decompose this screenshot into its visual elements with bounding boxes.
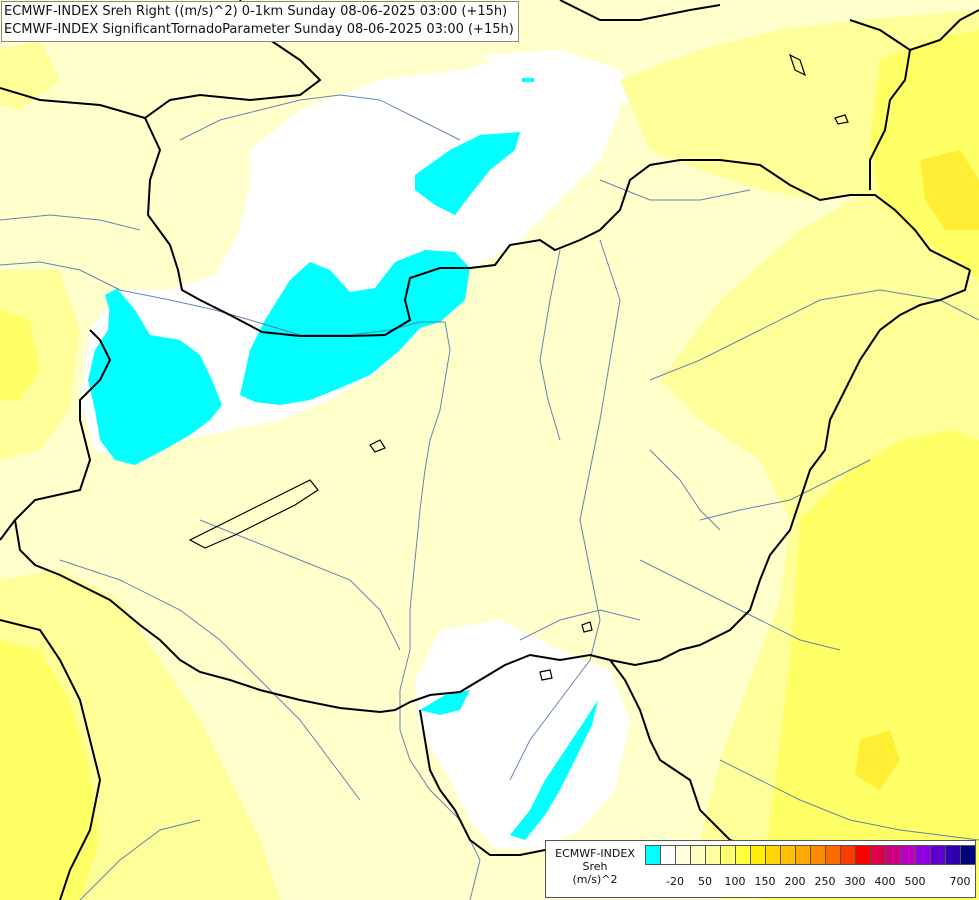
legend-swatch bbox=[675, 845, 691, 865]
legend-tick-label: 250 bbox=[814, 875, 836, 888]
gold-zone-west bbox=[0, 310, 40, 400]
legend-swatch bbox=[930, 845, 946, 865]
legend-tick-label: 400 bbox=[874, 875, 896, 888]
legend-swatch bbox=[945, 845, 961, 865]
lake-small-1 bbox=[369, 439, 386, 453]
legend-tick-label: 150 bbox=[754, 875, 776, 888]
cyan-zone-south bbox=[510, 700, 598, 840]
legend-swatch bbox=[765, 845, 781, 865]
legend-line3: (m/s)^2 bbox=[572, 873, 618, 886]
legend-line1: ECMWF-INDEX bbox=[555, 847, 635, 860]
legend-swatch bbox=[645, 845, 661, 865]
cyan-zone-west bbox=[88, 292, 222, 465]
cyan-zone-small-west bbox=[105, 288, 122, 312]
lakes bbox=[188, 53, 849, 681]
legend-swatch bbox=[780, 845, 796, 865]
gold-zone-east bbox=[760, 430, 979, 900]
lake-small-2 bbox=[788, 53, 807, 77]
legend-swatch bbox=[870, 845, 886, 865]
lake-small-5 bbox=[581, 621, 593, 633]
legend-line2: Sreh bbox=[582, 860, 608, 873]
legend-tick-label: 200 bbox=[784, 875, 806, 888]
cyan-zone-southwest bbox=[420, 690, 470, 715]
cyan-zone-center bbox=[240, 250, 470, 405]
map-title-box: ECMWF-INDEX Sreh Right ((m/s)^2) 0-1km S… bbox=[1, 1, 519, 42]
legend-swatch bbox=[735, 845, 751, 865]
legend-ticks: -20 50 100 150 200 250 300 400 500 700 bbox=[645, 875, 975, 889]
legend-tick-label: 500 bbox=[904, 875, 926, 888]
legend-swatch bbox=[795, 845, 811, 865]
legend-title: ECMWF-INDEX Sreh (m/s)^2 bbox=[550, 847, 640, 886]
legend-swatch bbox=[720, 845, 736, 865]
legend-tick-label: 300 bbox=[844, 875, 866, 888]
legend-swatch bbox=[900, 845, 916, 865]
legend-swatch bbox=[690, 845, 706, 865]
color-legend: ECMWF-INDEX Sreh (m/s)^2 -20 50 100 150 200 2… bbox=[545, 840, 976, 898]
cyan-zone-north bbox=[415, 132, 520, 215]
legend-tick-label: 700 bbox=[949, 875, 971, 888]
legend-swatch bbox=[855, 845, 871, 865]
legend-swatch bbox=[660, 845, 676, 865]
gold-spot-ne bbox=[920, 150, 979, 230]
white-zone-top bbox=[480, 50, 640, 110]
legend-tick-label: -20 bbox=[666, 875, 684, 888]
lake-small-4 bbox=[539, 669, 553, 681]
map-title-line1: ECMWF-INDEX Sreh Right ((m/s)^2) 0-1km S… bbox=[4, 4, 508, 19]
rivers bbox=[0, 94, 979, 900]
legend-tick-label: 50 bbox=[698, 875, 712, 888]
legend-swatch bbox=[885, 845, 901, 865]
legend-swatch bbox=[750, 845, 766, 865]
gold-spot-east bbox=[855, 730, 900, 790]
legend-swatch bbox=[960, 845, 976, 865]
cyan-spot-top bbox=[522, 78, 534, 82]
lake-balaton bbox=[188, 479, 319, 549]
legend-swatch bbox=[915, 845, 931, 865]
legend-swatch bbox=[810, 845, 826, 865]
legend-swatches bbox=[645, 845, 976, 865]
gold-zone-sw bbox=[0, 640, 100, 900]
legend-swatch bbox=[840, 845, 856, 865]
map-title-line2: ECMWF-INDEX SignificantTornadoParameter … bbox=[4, 22, 514, 37]
legend-tick-label: 100 bbox=[724, 875, 746, 888]
lake-small-3 bbox=[834, 114, 849, 125]
legend-swatch bbox=[705, 845, 721, 865]
legend-swatch bbox=[825, 845, 841, 865]
